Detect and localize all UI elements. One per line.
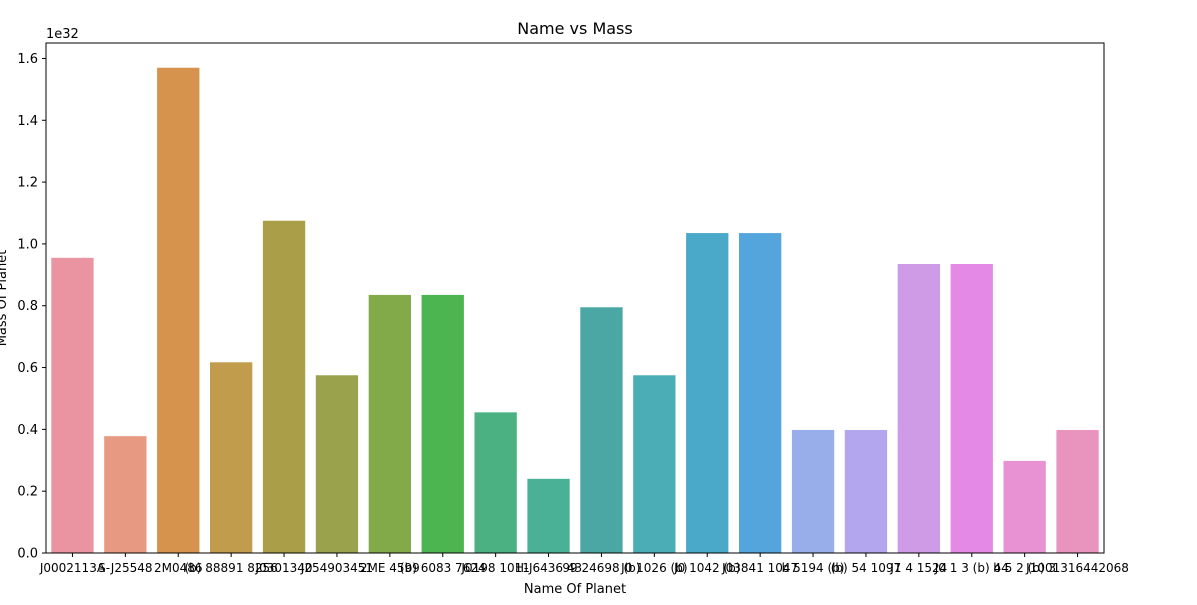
plot-area-frame (45, 42, 1105, 554)
x-tick-label: J0 1042 (b) (673, 561, 740, 575)
y-tick-label: 1.4 (17, 114, 38, 129)
y-axis-label: Mass Of Planet (0, 250, 10, 347)
x-tick-label: J0002113A (39, 561, 106, 575)
x-tick-label: H-J6436 43 (515, 561, 582, 575)
bar-16 (844, 429, 888, 553)
bar-9 (474, 412, 517, 553)
y-tick-label: 0.4 (17, 423, 38, 438)
y-tick-label: 0.8 (17, 299, 38, 314)
y-tick-label: 0.6 (17, 361, 38, 376)
bar-13 (686, 233, 729, 553)
x-tick-label: S-J25548 (98, 561, 152, 575)
x-tick-label: J1 4 1524 (889, 561, 947, 575)
x-tick-label: J0 1026 (b) (620, 561, 687, 575)
y-tick-label: 1.0 (17, 237, 38, 252)
x-tick-label: b 5 2 (b) 3 (993, 561, 1056, 575)
x-tick-label: J254903451 (300, 561, 373, 575)
bar-14 (738, 233, 782, 553)
y-tick-label: 1.2 (17, 176, 38, 191)
x-tick-label: 2M0486 (154, 561, 203, 575)
bar-3 (157, 67, 200, 553)
bar-12 (633, 375, 676, 553)
bar-2 (104, 436, 147, 553)
bar-10 (527, 478, 570, 553)
x-tick-label: 99 24698 (b) (562, 561, 640, 575)
bar-6 (315, 375, 359, 553)
bar-11 (580, 307, 623, 553)
chart-title: Name vs Mass (517, 19, 632, 38)
bars-group (51, 67, 1099, 554)
x-tick-label: J0301340 (255, 561, 313, 575)
y-tick-label: 0.2 (17, 485, 38, 500)
x-tick-label: J1001316442068 (1025, 561, 1129, 575)
bar-4 (209, 362, 253, 553)
bar-20 (1056, 429, 1099, 553)
bar-1 (51, 257, 94, 553)
x-tick-label: (b) 54 1097 (831, 561, 901, 575)
x-tick-label: 2ME 4599 (360, 561, 420, 575)
bar-5 (262, 220, 306, 554)
x-axis-label: Name Of Planet (524, 582, 626, 597)
bar-18 (950, 264, 993, 553)
x-tick-label: (b) 6083 7624 (400, 561, 486, 575)
y-axis: 0.0 0.2 0.4 0.6 0.8 1.0 1.2 1.4 1.6 (17, 52, 46, 562)
x-tick-label: (b) 88891 8256 (184, 561, 277, 575)
x-tick-label: J03841 1047 (721, 561, 798, 575)
y-tick-label: 0.0 (17, 547, 38, 562)
x-tick-label: J0198 1011 (460, 561, 529, 575)
bar-8 (421, 294, 464, 553)
bar-7 (368, 294, 412, 553)
y-axis-offset-label: 1e32 (46, 27, 79, 42)
x-tick-label: b 5194 (b) (782, 561, 845, 575)
x-tick-label: J0 1 3 (b) 44 (934, 561, 1009, 575)
y-tick-label: 1.6 (17, 52, 38, 67)
bar-15 (791, 429, 835, 553)
bar-19 (1003, 460, 1046, 553)
bar-17 (897, 264, 941, 553)
